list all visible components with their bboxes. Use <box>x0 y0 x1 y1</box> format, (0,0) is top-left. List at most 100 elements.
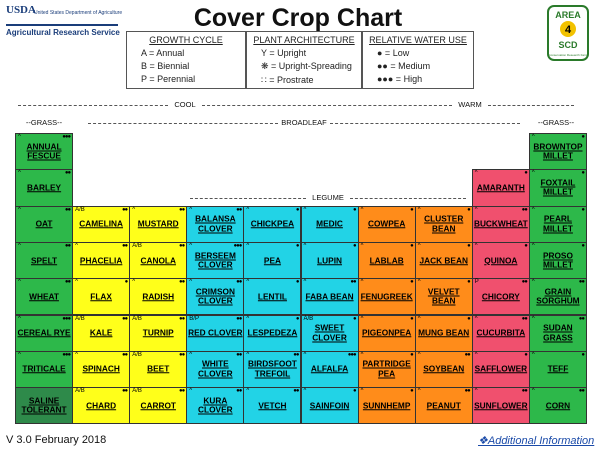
crop-cell-spinach[interactable]: ^ ●● SPINACH <box>72 350 131 389</box>
crop-cell-radish[interactable]: ^ ●● RADISH <box>129 278 188 316</box>
crop-name[interactable]: CHICORY <box>481 291 520 302</box>
crop-name[interactable]: BIRDSFOOT TREFOIL <box>248 358 297 379</box>
crop-cell-sunnhemp[interactable]: ^ ● SUNNHEMP <box>357 387 416 425</box>
crop-cell-medic[interactable]: ^ ● MEDIC <box>300 205 359 243</box>
crop-name[interactable]: PEANUT <box>426 399 461 410</box>
crop-name[interactable]: TRITICALE <box>22 363 66 374</box>
crop-name[interactable]: BALANSA CLOVER <box>195 213 236 234</box>
crop-cell-cereal-rye[interactable]: ^ ●●● CEREAL RYE <box>15 314 74 352</box>
crop-name[interactable]: FABA BEAN <box>305 291 354 302</box>
crop-name[interactable]: FENUGREEK <box>360 291 413 302</box>
crop-name[interactable]: FOXTAIL MILLET <box>540 177 576 197</box>
crop-cell-wheat[interactable]: ^ ●● WHEAT <box>15 278 74 316</box>
crop-cell-chicory[interactable]: P ●● CHICORY <box>471 278 530 316</box>
crop-name[interactable]: SPINACH <box>82 363 120 374</box>
crop-name[interactable]: CORN <box>545 399 571 410</box>
crop-cell-turnip[interactable]: A/B ●● TURNIP <box>129 314 188 352</box>
crop-name[interactable]: SUNFLOWER <box>474 399 528 410</box>
crop-name[interactable]: QUINOA <box>484 254 518 265</box>
crop-cell-partridge-pea[interactable]: ^ ● PARTRIDGE PEA <box>357 350 416 389</box>
crop-cell-vetch[interactable]: ^ ●● VETCH <box>243 387 302 425</box>
crop-name[interactable]: MEDIC <box>316 218 343 229</box>
crop-name[interactable]: BROWNTOP MILLET <box>533 141 583 161</box>
crop-name[interactable]: BUCKWHEAT <box>473 218 528 229</box>
crop-cell-white-clover[interactable]: ^ ●● WHITE CLOVER <box>186 350 245 389</box>
crop-name[interactable]: TEFF <box>547 363 569 374</box>
crop-name[interactable]: RED CLOVER <box>188 327 243 338</box>
crop-cell-red-clover[interactable]: B/P ●● RED CLOVER <box>186 314 245 352</box>
crop-cell-crimson-clover[interactable]: ^ ●● CRIMSON CLOVER <box>186 278 245 316</box>
crop-name[interactable]: FLAX <box>90 291 112 302</box>
crop-name[interactable]: SWEET CLOVER <box>312 322 347 343</box>
crop-name[interactable]: JACK BEAN <box>419 254 468 265</box>
crop-name[interactable]: KURA CLOVER <box>198 395 233 415</box>
crop-name[interactable]: VELVET BEAN <box>427 286 460 306</box>
crop-name[interactable]: CHARD <box>86 399 117 410</box>
crop-name[interactable]: PEA <box>263 254 281 265</box>
crop-name[interactable]: SAINFOIN <box>309 399 350 410</box>
crop-name[interactable]: CAMELINA <box>79 218 124 229</box>
crop-cell-jack-bean[interactable]: ^ ● JACK BEAN <box>414 241 473 280</box>
crop-cell-amaranth[interactable]: ^ ● AMARANTH <box>471 169 530 207</box>
crop-cell-sudan-grass[interactable]: ^ ●● SUDAN GRASS <box>528 314 587 352</box>
crop-cell-barley[interactable]: ^ ●● BARLEY <box>15 169 74 207</box>
crop-name[interactable]: BARLEY <box>26 182 62 193</box>
crop-name[interactable]: SPELT <box>30 254 58 265</box>
crop-cell-corn[interactable]: ^ ●● CORN <box>528 387 587 425</box>
crop-cell-buckwheat[interactable]: ^ ●● BUCKWHEAT <box>471 205 530 243</box>
crop-cell-birdsfoot-trefoil[interactable]: ^ ●● BIRDSFOOT TREFOIL <box>243 350 302 389</box>
crop-name[interactable]: RADISH <box>142 291 175 302</box>
crop-name[interactable]: CHICKPEA <box>250 218 295 229</box>
crop-name[interactable]: PEARL MILLET <box>542 213 573 234</box>
crop-name[interactable]: CLUSTER BEAN <box>424 213 464 234</box>
crop-name[interactable]: WHITE CLOVER <box>198 358 233 379</box>
crop-cell-foxtail-millet[interactable]: ^ ● FOXTAIL MILLET <box>528 169 587 207</box>
crop-cell-flax[interactable]: ^ ● FLAX <box>72 278 131 316</box>
additional-info-link[interactable]: ❖Additional Information <box>478 435 595 447</box>
crop-cell-grain-sorghum[interactable]: ^ ●● GRAIN SORGHUM <box>528 278 587 316</box>
crop-name[interactable]: SUDAN GRASS <box>543 322 573 343</box>
crop-cell-balansa-clover[interactable]: ^ ●● BALANSA CLOVER <box>186 205 245 243</box>
crop-name[interactable]: AMARANTH <box>476 182 525 193</box>
crop-cell-soybean[interactable]: ^ ●● SOYBEAN <box>414 350 473 389</box>
crop-name[interactable]: KALE <box>89 327 113 338</box>
crop-cell-mung-bean[interactable]: ^ ● MUNG BEAN <box>414 314 473 352</box>
crop-name[interactable]: MUNG BEAN <box>418 327 470 338</box>
crop-cell-quinoa[interactable]: ^ ● QUINOA <box>471 241 530 280</box>
crop-name[interactable]: BEET <box>147 363 170 374</box>
crop-cell-sunflower[interactable]: ^ ●● SUNFLOWER <box>471 387 530 425</box>
crop-cell-mustard[interactable]: ^ ●● MUSTARD <box>129 205 188 243</box>
crop-cell-cowpea[interactable]: ^ ● COWPEA <box>357 205 416 243</box>
crop-name[interactable]: CUCURBITA <box>476 327 526 338</box>
crop-name[interactable]: LUPIN <box>317 254 342 265</box>
crop-name[interactable]: MUSTARD <box>137 218 179 229</box>
crop-cell-lupin[interactable]: ^ ● LUPIN <box>300 241 359 280</box>
crop-cell-cluster-bean[interactable]: ^ ● CLUSTER BEAN <box>414 205 473 243</box>
crop-name[interactable]: GRAIN SORGHUM <box>536 286 580 306</box>
crop-cell-berseem-clover[interactable]: ^ ●●● BERSEEM CLOVER <box>186 241 245 280</box>
crop-name[interactable]: VETCH <box>258 399 287 410</box>
crop-name[interactable]: PHACELIA <box>79 254 123 265</box>
crop-name[interactable]: ANNUAL FESCUE <box>26 141 62 161</box>
crop-name[interactable]: CANOLA <box>140 254 176 265</box>
crop-cell-chard[interactable]: A/B ●● CHARD <box>72 387 131 425</box>
crop-cell-triticale[interactable]: ^ ●●● TRITICALE <box>15 350 74 389</box>
crop-cell-spelt[interactable]: ^ ●● SPELT <box>15 241 74 280</box>
crop-name[interactable]: CARROT <box>140 399 176 410</box>
crop-cell-pea[interactable]: ^ ● PEA <box>243 241 302 280</box>
crop-name[interactable]: PARTRIDGE PEA <box>362 358 411 379</box>
crop-cell-kura-clover[interactable]: ^ ●● KURA CLOVER <box>186 387 245 425</box>
crop-name[interactable]: PROSO MILLET <box>542 250 573 270</box>
crop-cell-peanut[interactable]: ^ ●● PEANUT <box>414 387 473 425</box>
crop-cell-teff[interactable]: ^ ● TEFF <box>528 350 587 389</box>
crop-cell-chickpea[interactable]: ^ ● CHICKPEA <box>243 205 302 243</box>
crop-cell-kale[interactable]: A/B ●● KALE <box>72 314 131 352</box>
crop-name[interactable]: SUNNHEMP <box>362 399 411 410</box>
crop-cell-velvet-bean[interactable]: ^ ● VELVET BEAN <box>414 278 473 316</box>
crop-name[interactable]: LENTIL <box>257 291 287 302</box>
crop-cell-lespedeza[interactable]: ^ ● LESPEDEZA <box>243 314 302 352</box>
crop-cell-annual-fescue[interactable]: ^ ●●● ANNUAL FESCUE <box>15 133 74 171</box>
crop-name[interactable]: BERSEEM CLOVER <box>194 250 236 270</box>
crop-name[interactable]: SAFFLOWER <box>474 363 528 374</box>
crop-cell-fenugreek[interactable]: ^ ● FENUGREEK <box>357 278 416 316</box>
